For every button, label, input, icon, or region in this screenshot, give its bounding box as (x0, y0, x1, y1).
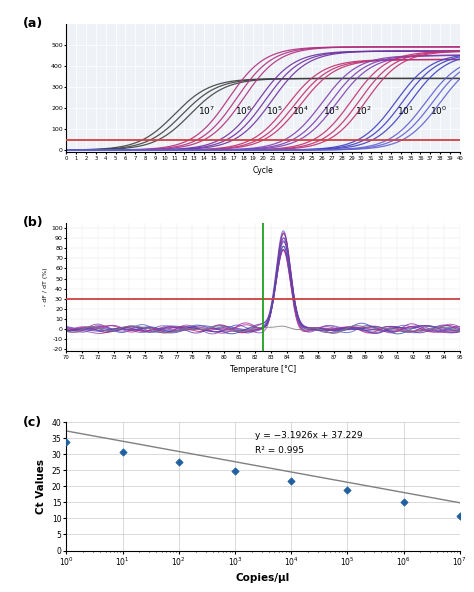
X-axis label: Copies/µl: Copies/µl (236, 574, 290, 583)
Point (400, 498, 407, 507)
Point (175, 457, 182, 466)
Text: 10$^3$: 10$^3$ (323, 105, 340, 117)
Y-axis label: - dF / dT (%): - dF / dT (%) (44, 268, 48, 307)
Text: R² = 0.995: R² = 0.995 (255, 446, 304, 455)
Text: y = −3.1926x + 37.229: y = −3.1926x + 37.229 (255, 431, 363, 440)
Text: 10$^4$: 10$^4$ (292, 105, 309, 117)
Text: 10$^1$: 10$^1$ (397, 105, 414, 117)
Text: (c): (c) (23, 416, 42, 429)
Text: (b): (b) (23, 217, 44, 230)
Text: 10$^5$: 10$^5$ (266, 105, 283, 117)
X-axis label: Temperature [°C]: Temperature [°C] (230, 365, 296, 374)
Text: 10$^2$: 10$^2$ (355, 105, 372, 117)
Point (456, 511, 464, 520)
Point (119, 447, 127, 456)
Text: 10$^6$: 10$^6$ (235, 105, 252, 117)
Text: (a): (a) (23, 17, 43, 30)
Point (231, 466, 239, 475)
Y-axis label: Ct Values: Ct Values (36, 459, 46, 514)
X-axis label: Cycle: Cycle (253, 166, 273, 175)
Text: 10$^7$: 10$^7$ (198, 105, 215, 117)
Text: 10$^0$: 10$^0$ (429, 105, 447, 117)
Point (287, 476, 295, 485)
Point (344, 485, 351, 494)
Point (63, 437, 70, 447)
